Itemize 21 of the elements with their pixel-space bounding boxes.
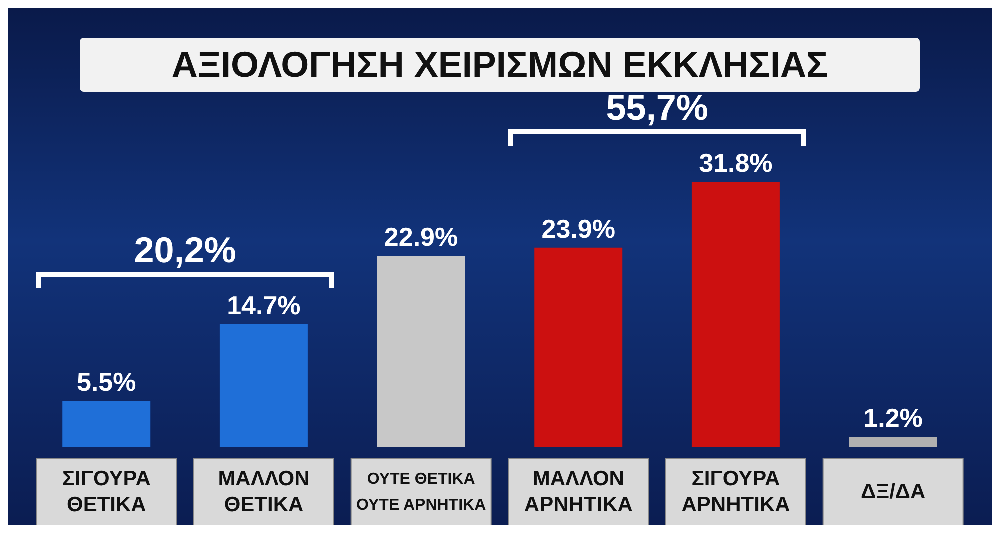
bar	[377, 256, 466, 447]
data-label: 31.8%	[699, 148, 773, 178]
x-tick-label: ΔΞ/ΔΑ	[860, 480, 926, 504]
annotation: 20,2%	[134, 230, 236, 270]
bar	[62, 401, 151, 447]
data-label: 22.9%	[384, 222, 458, 252]
x-tick-label: ΣΙΓΟΥΡΑ ΘΕΤΙΚΑ	[62, 468, 151, 517]
x-tick-label: ΟΥΤΕ ΘΕΤΙΚΑ ΟΥΤΕ ΑΡΝΗΤΙΚΑ	[356, 471, 487, 514]
data-label: 14.7%	[227, 290, 301, 320]
data-label: 23.9%	[542, 214, 616, 244]
bar	[692, 182, 780, 447]
data-label: 1.2%	[864, 403, 923, 433]
bar	[534, 248, 623, 447]
data-label: 5.5%	[76, 367, 136, 398]
x-tick-label: ΜΑΛΛΟΝ ΑΡΝΗΤΙΚΑ	[524, 468, 633, 517]
bar	[220, 324, 308, 447]
x-tick-label: ΜΑΛΛΟΝ ΘΕΤΙΚΑ	[218, 468, 310, 517]
text: 55,7%	[606, 87, 708, 128]
x-tick-label: ΣΙΓΟΥΡΑ ΑΡΝΗΤΙΚΑ	[682, 468, 790, 517]
bar	[849, 437, 938, 447]
chart-title: ΑΞΙΟΛΟΓΗΣΗ ΧΕΙΡΙΣΜΩΝ ΕΚΚΛΗΣΙΑΣ	[172, 44, 828, 85]
